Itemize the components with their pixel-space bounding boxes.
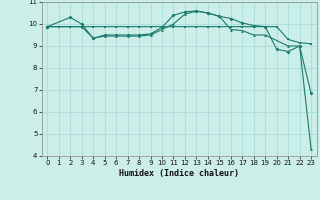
X-axis label: Humidex (Indice chaleur): Humidex (Indice chaleur) [119, 169, 239, 178]
